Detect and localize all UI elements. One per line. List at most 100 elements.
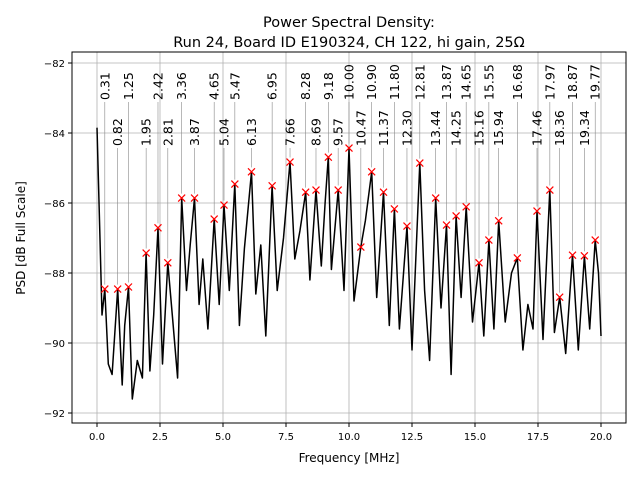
peak-marker — [533, 148, 541, 215]
peak-marker — [100, 102, 109, 294]
x-tick-label: 2.5 — [152, 432, 168, 443]
peak-marker-stroke — [345, 144, 353, 152]
peak-marker-stroke — [210, 215, 219, 224]
peak-marker — [452, 148, 461, 220]
peak-marker — [177, 102, 186, 203]
ticks: 0.0 2.5 5.0 7.5 10.0 12.5 15.0 17.5 20.0 −82 −84 −8… — [44, 59, 612, 443]
peak-marker — [484, 102, 493, 245]
peak-marker-stroke — [100, 285, 109, 294]
x-tick-label: 17.5 — [527, 432, 549, 443]
peak-label: 0.82 — [110, 118, 125, 146]
y-axis-label: PSD [dB Full Scale] — [14, 181, 28, 295]
peak-marker — [230, 102, 239, 189]
peak-marker-stroke — [154, 223, 162, 232]
peak-marker — [555, 148, 564, 302]
peak-label: 5.47 — [227, 72, 242, 100]
peak-label: 15.16 — [472, 110, 487, 146]
peak-marker-stroke — [220, 201, 228, 210]
peak-marker-stroke — [247, 167, 256, 176]
peak-marker — [142, 148, 151, 257]
peak-marker-stroke — [591, 236, 600, 245]
peak-marker-stroke — [312, 186, 320, 194]
peak-label: 13.44 — [428, 110, 443, 146]
peak-marker-stroke — [367, 167, 376, 176]
peak-marker-stroke — [301, 188, 310, 197]
peak-label: 14.25 — [449, 110, 464, 146]
peak-marker — [494, 148, 503, 225]
peak-marker — [390, 102, 399, 213]
peak-marker — [334, 148, 343, 194]
peak-marker — [247, 148, 256, 176]
peak-marker-stroke — [403, 222, 411, 231]
peak-label: 2.81 — [160, 118, 175, 146]
peak-marker — [124, 102, 133, 291]
peak-marker — [113, 148, 122, 294]
peak-label: 10.90 — [364, 64, 379, 100]
peak-marker-stroke — [177, 194, 186, 203]
peak-marker-stroke — [494, 216, 503, 225]
peak-marker-stroke — [580, 251, 589, 260]
peak-marker — [190, 148, 199, 203]
peak-marker-stroke — [555, 293, 564, 302]
peak-marker-stroke — [513, 254, 522, 262]
peak-label: 16.68 — [510, 64, 525, 100]
peak-marker — [379, 148, 388, 197]
peak-label: 18.87 — [565, 64, 580, 100]
peak-label: 13.87 — [439, 64, 454, 100]
peak-marker-stroke — [113, 285, 122, 294]
peak-marker — [580, 148, 589, 260]
peak-marker — [568, 102, 577, 260]
peak-marker — [513, 102, 522, 262]
peak-marker-stroke — [142, 249, 151, 257]
peak-marker — [154, 102, 162, 232]
peak-marker-stroke — [163, 258, 172, 267]
peak-marker — [475, 148, 483, 267]
peak-marker-stroke — [379, 188, 388, 197]
peak-label: 11.37 — [376, 110, 391, 146]
peak-label: 4.65 — [207, 72, 222, 100]
peak-label: 5.04 — [217, 118, 232, 146]
peak-label: 12.30 — [399, 110, 414, 146]
peak-label: 0.31 — [97, 72, 112, 100]
peak-label: 3.36 — [174, 72, 189, 100]
peak-marker-stroke — [475, 258, 483, 267]
x-tick-label: 10.0 — [338, 432, 360, 443]
peak-label: 10.00 — [342, 64, 357, 100]
peak-marker — [286, 148, 294, 166]
peak-label: 8.69 — [308, 118, 323, 146]
plot-area: 0.31 0.82 1.25 1.95 2.42 2.81 3.36 3.87 4.65 5.04… — [96, 64, 603, 400]
x-tick-label: 15.0 — [464, 432, 486, 443]
grid — [72, 52, 626, 423]
peak-label: 18.36 — [552, 110, 567, 146]
y-tick-label: −86 — [44, 199, 65, 210]
peak-label: 1.25 — [121, 72, 136, 100]
peak-label: 8.28 — [298, 72, 313, 100]
peak-marker-stroke — [545, 186, 554, 194]
peak-label: 15.55 — [481, 64, 496, 100]
y-tick-label: −82 — [44, 59, 65, 70]
peak-label: 11.80 — [387, 64, 402, 100]
peak-marker-stroke — [568, 251, 577, 260]
peak-marker — [431, 148, 440, 203]
peak-label: 6.13 — [244, 118, 259, 146]
peak-label: 17.97 — [542, 64, 557, 100]
peak-label: 12.81 — [412, 64, 427, 100]
y-tick-label: −92 — [44, 409, 65, 420]
peak-marker-stroke — [190, 194, 199, 203]
peak-label: 6.95 — [265, 72, 280, 100]
peak-marker — [403, 148, 411, 231]
chart-subtitle: Run 24, Board ID E190324, CH 122, hi gai… — [173, 35, 525, 51]
peak-marker — [462, 102, 471, 211]
peak-marker — [345, 102, 353, 152]
x-tick-label: 7.5 — [278, 432, 294, 443]
peak-marker-stroke — [230, 180, 239, 189]
x-axis-label: Frequency [MHz] — [299, 451, 400, 465]
peak-marker — [591, 102, 600, 245]
peak-marker — [415, 102, 424, 168]
peak-marker-stroke — [286, 158, 294, 166]
peak-marker-stroke — [442, 221, 451, 229]
peak-marker-stroke — [268, 181, 277, 190]
peak-label: 1.95 — [139, 118, 154, 146]
peak-marker-stroke — [431, 194, 440, 203]
y-tick-label: −90 — [44, 339, 65, 350]
